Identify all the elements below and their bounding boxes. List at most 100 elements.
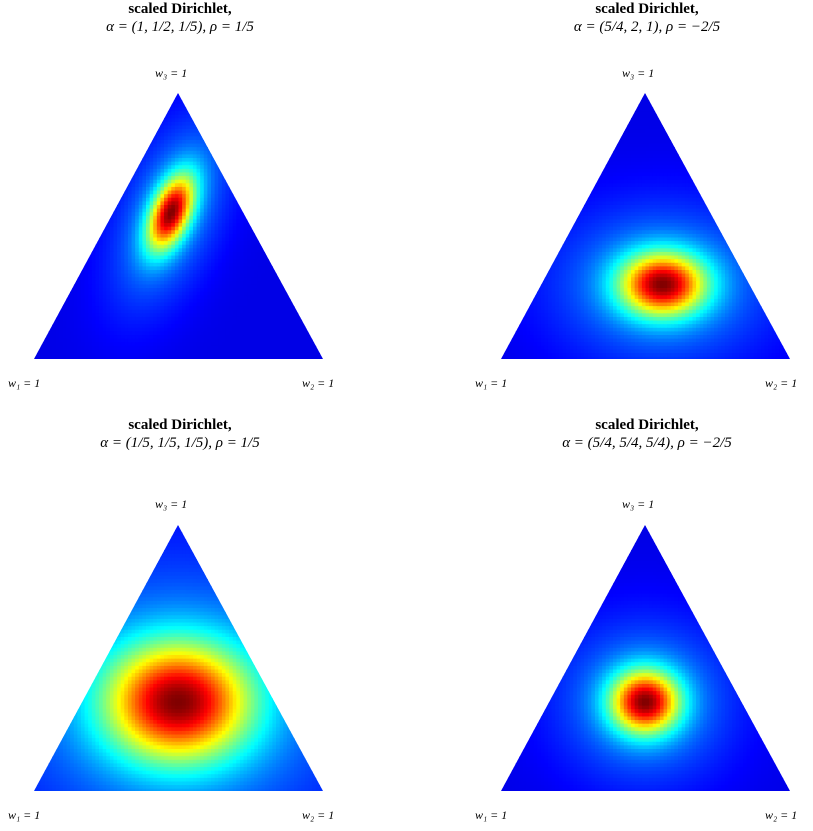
heatmap-cell <box>265 280 270 286</box>
heatmap-cell <box>77 150 82 156</box>
heatmap-cell <box>73 298 78 304</box>
heatmap-cell <box>304 237 310 242</box>
heatmap-cell <box>135 273 140 278</box>
heatmap-cell <box>218 204 223 210</box>
heatmap-cell <box>91 204 97 210</box>
heatmap-cell <box>48 212 53 217</box>
heatmap-cell <box>218 136 223 141</box>
heatmap-cell <box>91 147 97 152</box>
heatmap-cell <box>120 262 125 267</box>
heatmap-cell <box>142 233 147 239</box>
heatmap-cell <box>153 132 158 137</box>
heatmap-cell <box>167 118 172 123</box>
heatmap-cell <box>261 197 266 202</box>
heatmap-cell <box>319 302 323 307</box>
heatmap-cell <box>203 183 208 188</box>
heatmap-cell <box>131 111 136 116</box>
heatmap-cell <box>203 226 208 231</box>
heatmap-cell <box>276 255 281 260</box>
heatmap-cell <box>239 139 245 145</box>
heatmap-cell <box>160 165 165 170</box>
heatmap-cell <box>77 302 82 307</box>
heatmap-cell <box>80 183 86 188</box>
heatmap-cell <box>145 186 151 192</box>
heatmap-cell <box>276 237 281 242</box>
heatmap-cell <box>156 295 162 300</box>
heatmap-cell <box>185 194 190 199</box>
heatmap-cell <box>77 161 82 166</box>
heatmap-cell <box>62 125 68 130</box>
heatmap-cell <box>229 255 234 260</box>
heatmap-cell <box>312 201 317 206</box>
heatmap-cell <box>189 309 194 314</box>
heatmap-cell <box>171 255 176 260</box>
heatmap-cell <box>257 107 263 112</box>
heatmap-cell <box>77 186 82 192</box>
heatmap-cell <box>77 273 82 278</box>
heatmap-cell <box>308 150 313 156</box>
heatmap-cell <box>95 248 100 253</box>
heatmap-cell <box>221 93 227 98</box>
heatmap-cell <box>149 248 154 253</box>
heatmap-cell <box>254 165 259 170</box>
heatmap-cell <box>142 107 147 112</box>
heatmap-cell <box>315 161 320 166</box>
heatmap-cell <box>131 103 136 109</box>
heatmap-cell <box>127 139 133 145</box>
heatmap-cell <box>254 150 259 156</box>
heatmap-cell <box>297 103 302 109</box>
heatmap-cell <box>124 223 129 228</box>
heatmap-cell <box>142 190 147 195</box>
heatmap-cell <box>77 255 82 260</box>
heatmap-cell <box>276 136 281 141</box>
heatmap-cell <box>164 302 169 307</box>
heatmap-cell <box>70 223 75 228</box>
heatmap-cell <box>171 93 176 98</box>
heatmap-cell <box>44 215 50 221</box>
heatmap-cell <box>196 139 201 145</box>
heatmap-cell <box>117 147 122 152</box>
heatmap-cell <box>62 158 68 163</box>
heatmap-cell <box>70 259 75 264</box>
heatmap-cell <box>164 107 169 112</box>
heatmap-cell <box>52 316 57 322</box>
heatmap-cell <box>62 223 68 228</box>
heatmap-cell <box>142 277 147 282</box>
heatmap-cell <box>290 197 295 202</box>
heatmap-cell <box>138 125 143 130</box>
heatmap-cell <box>91 201 97 206</box>
heatmap-cell <box>214 277 219 282</box>
heatmap-cell <box>171 295 176 300</box>
heatmap-cell <box>178 273 183 278</box>
heatmap-cell <box>218 208 223 213</box>
heatmap-cell <box>55 150 60 156</box>
heatmap-cell <box>203 143 208 148</box>
heatmap-cell <box>254 114 259 119</box>
heatmap-cell <box>290 280 295 286</box>
heatmap-cell <box>171 219 176 224</box>
heatmap-cell <box>37 298 42 304</box>
heatmap-cell <box>178 121 183 127</box>
heatmap-cell <box>200 100 205 105</box>
heatmap-cell <box>88 295 93 300</box>
heatmap-cell <box>272 168 277 174</box>
heatmap-cell <box>41 223 46 228</box>
heatmap-cell <box>59 165 64 170</box>
heatmap-cell <box>236 179 241 184</box>
heatmap-cell <box>279 259 284 264</box>
heatmap-cell <box>225 248 230 253</box>
heatmap-cell <box>106 230 111 235</box>
heatmap-cell <box>319 298 323 304</box>
heatmap-cell <box>138 288 143 293</box>
heatmap-cell <box>312 244 317 249</box>
heatmap-cell <box>62 118 68 123</box>
heatmap-cell <box>214 197 219 202</box>
heatmap-cell <box>218 186 223 192</box>
heatmap-cell <box>138 241 143 246</box>
heatmap-cell <box>178 298 183 304</box>
heatmap-cell <box>265 233 270 239</box>
heatmap-cell <box>59 309 64 314</box>
heatmap-cell <box>214 306 219 311</box>
heatmap-cell <box>106 288 111 293</box>
heatmap-cell <box>41 139 46 145</box>
